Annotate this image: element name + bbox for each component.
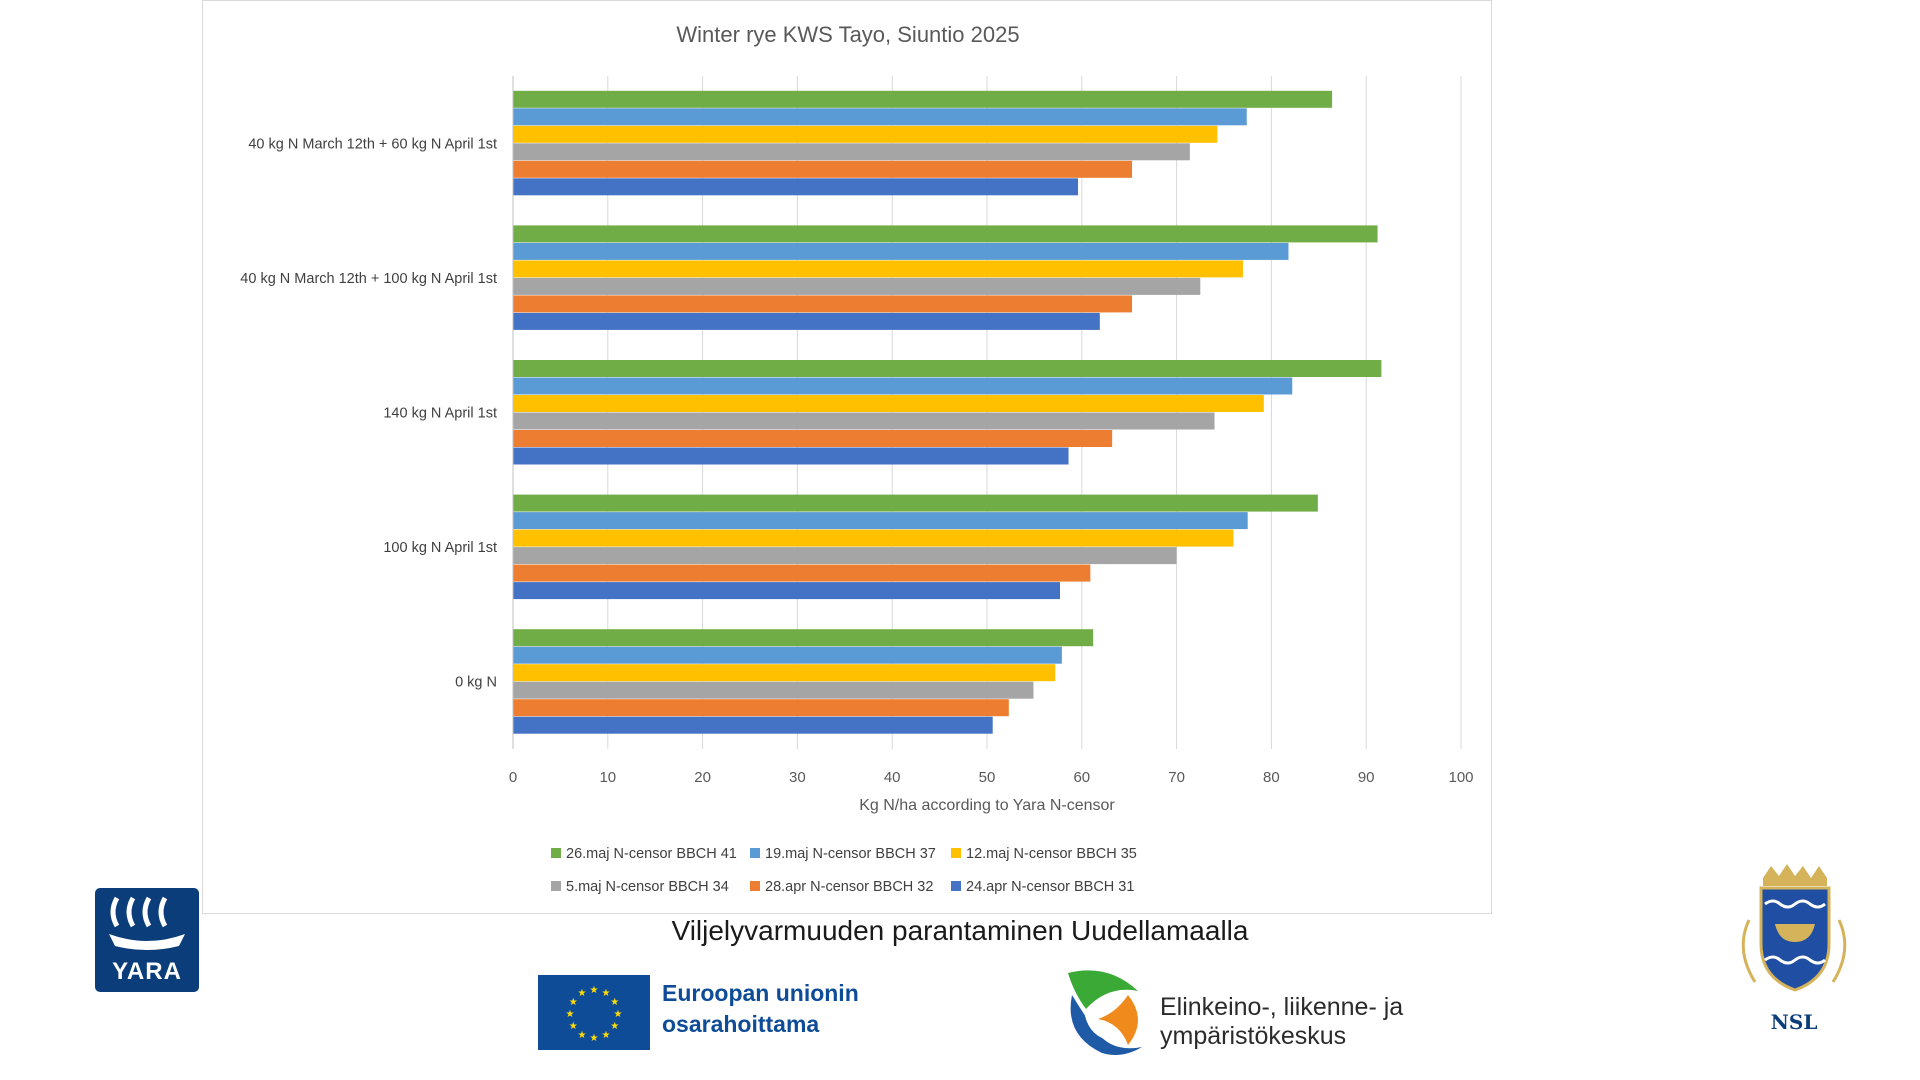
bar	[513, 395, 1264, 412]
bar-chart: Winter rye KWS Tayo, Siuntio 2025 0 10 20 30…	[240, 22, 1473, 895]
eu-star-icon: ★	[578, 988, 587, 999]
chart-frame: Winter rye KWS Tayo, Siuntio 2025 0 10 20 30…	[202, 0, 1492, 914]
ely-text: Elinkeino-, liikenne- ja ympäristökeskus	[1160, 993, 1403, 1051]
legend-swatch	[551, 848, 561, 858]
bar	[513, 108, 1247, 126]
eu-stars-icon: ★★★★★★★★★ ★ ★★	[566, 985, 623, 1044]
nsl-crest-icon	[1741, 864, 1847, 992]
x-tick-label: 40	[884, 769, 901, 786]
bar	[513, 646, 1062, 664]
x-tick-label: 10	[599, 769, 616, 786]
eu-star-icon: ★	[569, 997, 578, 1008]
bar	[513, 547, 1177, 565]
bar	[513, 225, 1378, 243]
bar	[513, 242, 1289, 260]
legend-label: 5.maj N-censor BBCH 34	[566, 879, 729, 895]
category-label: 40 kg N March 12th + 100 kg N April 1st	[240, 271, 497, 287]
bar	[513, 178, 1079, 196]
ely-logo	[1058, 965, 1153, 1060]
eu-star-icon: ★	[614, 1009, 623, 1020]
bar	[513, 312, 1100, 330]
bar	[513, 377, 1293, 395]
eu-star-icon: ★	[566, 1009, 575, 1020]
legend-swatch	[551, 881, 561, 891]
viking-ship-icon	[109, 896, 185, 950]
bar	[513, 295, 1133, 313]
bar	[513, 629, 1094, 647]
x-axis-label: Kg N/ha according to Yara N-censor	[859, 797, 1115, 814]
eu-star-icon: ★	[569, 1021, 578, 1032]
bar	[513, 529, 1234, 547]
yara-logo: YARA	[95, 888, 199, 992]
bar	[513, 360, 1382, 377]
legend-swatch	[951, 848, 961, 858]
x-tick-label: 80	[1263, 769, 1280, 786]
x-tick-label: 20	[694, 769, 711, 786]
eu-line-1: Euroopan unionin	[662, 980, 859, 1006]
category-label: 0 kg N	[455, 675, 497, 691]
chart-title: Winter rye KWS Tayo, Siuntio 2025	[676, 22, 1019, 47]
eu-funding-text: Euroopan unionin osarahoittama	[662, 978, 859, 1040]
legend-label: 26.maj N-censor BBCH 41	[566, 846, 737, 862]
eu-flag-logo: ★ ★ ★ ★ ★ ★ ★ ★ ★ ★ ★ ★	[538, 975, 650, 1050]
bar	[513, 160, 1133, 178]
x-tick-label: 30	[789, 769, 806, 786]
legend-label: 24.apr N-censor BBCH 31	[966, 879, 1134, 895]
ely-leaf-icon	[1068, 970, 1142, 1055]
yara-wordmark: YARA	[112, 958, 182, 985]
bar	[513, 90, 1333, 108]
x-tick-label: 100	[1448, 769, 1473, 786]
project-title: Viljelyvarmuuden parantaminen Uudellamaa…	[671, 915, 1249, 946]
legend-label: 28.apr N-censor BBCH 32	[765, 879, 933, 895]
eu-star-icon: ★	[590, 985, 599, 996]
nsl-wordmark: NSL	[1770, 1010, 1818, 1034]
category-label: 140 kg N April 1st	[383, 406, 497, 422]
eu-star-icon: ★	[610, 1021, 619, 1032]
eu-line-2: osarahoittama	[662, 1011, 820, 1037]
legend-label: 12.maj N-censor BBCH 35	[966, 846, 1137, 862]
bar	[513, 494, 1318, 512]
bar	[513, 430, 1113, 447]
x-tick-label: 60	[1073, 769, 1090, 786]
bar	[513, 125, 1218, 143]
nsl-logo: NSL	[1725, 860, 1863, 1040]
x-tick-label: 70	[1168, 769, 1185, 786]
x-tick-label: 0	[509, 769, 517, 786]
eu-star-icon: ★	[590, 1033, 599, 1044]
category-label: 100 kg N April 1st	[383, 540, 497, 556]
ely-line-2: ympäristökeskus	[1160, 1022, 1347, 1050]
bar	[513, 699, 1009, 717]
legend-label: 19.maj N-censor BBCH 37	[765, 846, 936, 862]
x-tick-label: 50	[979, 769, 996, 786]
eu-star-icon: ★	[610, 997, 619, 1008]
bar	[513, 143, 1190, 161]
bar	[513, 447, 1069, 465]
eu-star-icon: ★	[602, 988, 611, 999]
category-label: 40 kg N March 12th + 60 kg N April 1st	[248, 136, 497, 152]
ely-line-1: Elinkeino-, liikenne- ja	[1160, 993, 1404, 1021]
bar	[513, 716, 993, 734]
bar	[513, 564, 1091, 582]
legend-swatch	[750, 881, 760, 891]
bar	[513, 260, 1243, 278]
bar	[513, 681, 1034, 699]
bar	[513, 412, 1215, 430]
legend-swatch	[951, 881, 961, 891]
eu-star-icon: ★	[602, 1030, 611, 1041]
bar	[513, 582, 1060, 600]
bar	[513, 512, 1248, 530]
eu-star-icon: ★	[578, 1030, 587, 1041]
bar	[513, 664, 1056, 682]
x-tick-label: 90	[1358, 769, 1375, 786]
bar	[513, 277, 1201, 295]
legend-swatch	[750, 848, 760, 858]
